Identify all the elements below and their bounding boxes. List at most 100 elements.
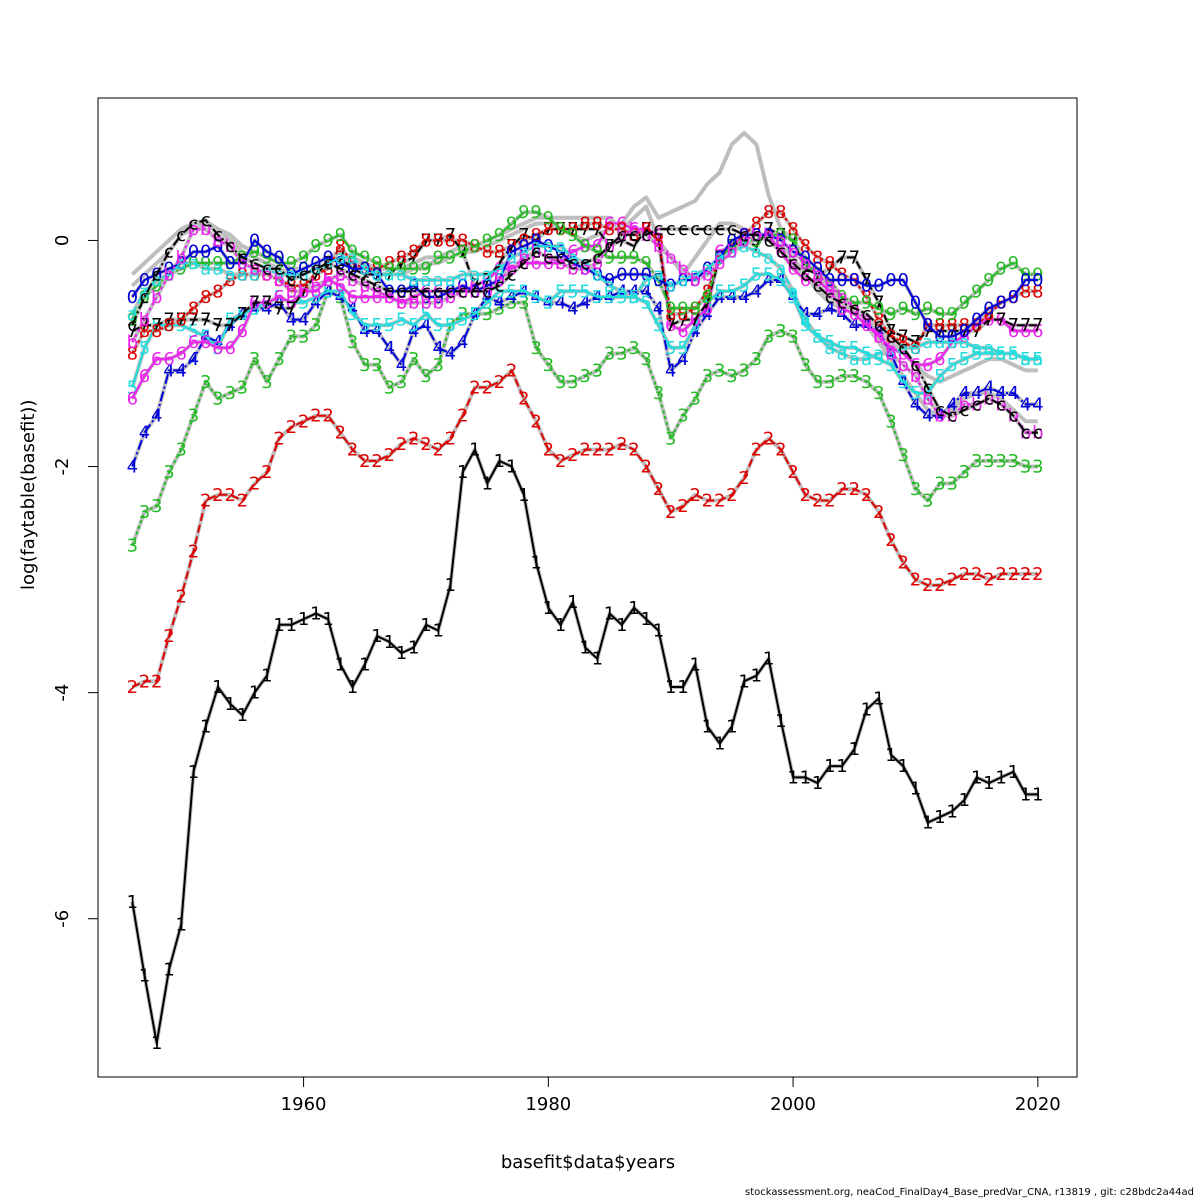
series-2-point: 2: [910, 570, 921, 591]
series-2-point: 2: [946, 570, 957, 591]
series-8-point: 8: [273, 270, 284, 291]
series-6-point: 6: [836, 298, 847, 319]
series-6-point: 6: [579, 236, 590, 257]
series-c-point: c: [519, 253, 529, 274]
series-0-point: 0: [983, 298, 994, 319]
series-a-point: a: [739, 236, 750, 257]
series-7-point: 7: [567, 219, 578, 240]
series-0-point: 0: [959, 321, 970, 342]
series-4-point: 4: [628, 281, 639, 302]
series-4-point: 4: [273, 293, 284, 314]
series-2-point: 2: [714, 491, 725, 512]
series-b-point: b: [298, 281, 309, 302]
series-8-point: 8: [408, 242, 419, 263]
series-0-point: 0: [861, 276, 872, 297]
series-8-point: 8: [1020, 281, 1031, 302]
series-1-point: 1: [738, 671, 749, 692]
series-a-point: a: [384, 264, 395, 285]
series-7-point: 7: [396, 253, 407, 274]
series-5-point: 5: [481, 293, 492, 314]
series-1-point: 1: [237, 705, 248, 726]
series-3-point: 3: [506, 293, 517, 314]
series-5-point: 5: [946, 355, 957, 376]
series-0-point: 0: [922, 315, 933, 336]
series-a-point: a: [127, 304, 138, 325]
series-5-point: 5: [408, 315, 419, 336]
series-c-point: c: [556, 247, 566, 268]
series-a-point: a: [616, 281, 627, 302]
series-c-point: c: [470, 281, 480, 302]
series-6-point: 6: [885, 338, 896, 359]
series-1-point: 1: [616, 615, 627, 636]
series-0-point: 0: [934, 327, 945, 348]
series-0-point: 0: [432, 287, 443, 308]
series-2-point: 2: [139, 671, 150, 692]
series-4-point: 4: [1008, 383, 1019, 404]
series-4-point: 4: [151, 406, 162, 427]
series-a-point: a: [457, 264, 468, 285]
series-0-point: 0: [310, 253, 321, 274]
series-1-point: 1: [983, 773, 994, 794]
series-3-point: 3: [163, 462, 174, 483]
series-9-point: 9: [751, 230, 762, 251]
series-b-point: b: [555, 253, 566, 274]
series-1-point: 1: [775, 711, 786, 732]
series-7-point: 7: [897, 327, 908, 348]
series-3-point: 3: [983, 451, 994, 472]
series-3-point: 3: [800, 355, 811, 376]
series-7-point: 7: [677, 310, 688, 331]
series-8-point: 8: [873, 310, 884, 331]
series-c-point: c: [543, 247, 553, 268]
series-2-point: 2: [286, 417, 297, 438]
series-7-point: 7: [408, 247, 419, 268]
series-9-point: 9: [200, 253, 211, 274]
series-1-point: 1: [812, 773, 823, 794]
x-tick-label: 1960: [281, 1094, 327, 1115]
series-6-point: 6: [543, 253, 554, 274]
series-5-point: 5: [873, 349, 884, 370]
series-2-point: 2: [127, 677, 138, 698]
series-8-point: 8: [775, 202, 786, 223]
series-2-point: 2: [751, 440, 762, 461]
series-6-point: 6: [286, 293, 297, 314]
series-a-point: a: [433, 270, 444, 291]
series-3-point: 3: [579, 366, 590, 387]
series-1-point: 1: [200, 717, 211, 738]
series-5-point: 5: [567, 281, 578, 302]
series-6-point: 6: [396, 293, 407, 314]
series-8-point: 8: [897, 332, 908, 353]
series-9-point: 9: [616, 247, 627, 268]
series-5-point: 5: [763, 264, 774, 285]
series-1-point: 1: [592, 649, 603, 670]
series-b-point: b: [200, 219, 211, 240]
series-2-point: 2: [677, 496, 688, 517]
series-0-point: 0: [347, 259, 358, 280]
series-2-point: 2: [567, 445, 578, 466]
series-4-point: 4: [702, 304, 713, 325]
series-8-point: 8: [971, 315, 982, 336]
series-4-point: 4: [1032, 394, 1043, 415]
series-c-point: c: [360, 270, 370, 291]
series-2-point: 2: [506, 360, 517, 381]
series-5-point: 5: [224, 310, 235, 331]
footer-caption: stockassessment.org, neaCod_FinalDay4_Ba…: [744, 1187, 1194, 1198]
series-b-point: b: [824, 276, 835, 297]
series-b-point: b: [714, 253, 725, 274]
series-b-point: b: [897, 355, 908, 376]
series-9-point: 9: [1032, 264, 1043, 285]
series-6-point: 6: [873, 327, 884, 348]
series-7-point: 7: [800, 259, 811, 280]
series-b-point: b: [506, 259, 517, 280]
series-2-point: 2: [861, 485, 872, 506]
series-1-point: 1: [469, 440, 480, 461]
series-9-point: 9: [971, 281, 982, 302]
series-5-point: 5: [543, 293, 554, 314]
series-7-point: 7: [151, 315, 162, 336]
axes: 1960 1980 2000 2020-6-4-20: [52, 235, 1061, 1115]
series-a-point: a: [531, 236, 542, 257]
series-c-point: c: [262, 259, 272, 280]
series-7-point: 7: [273, 298, 284, 319]
series-b-point: b: [702, 264, 713, 285]
series-6-point: 6: [212, 338, 223, 359]
series-3-point: 3: [359, 355, 370, 376]
